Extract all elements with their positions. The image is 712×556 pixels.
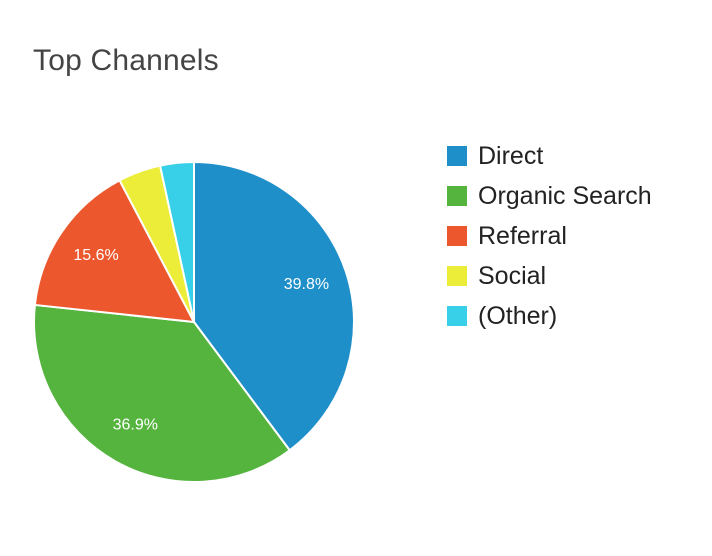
legend-label: Direct xyxy=(478,141,544,170)
slice-label: 36.9% xyxy=(113,416,158,433)
legend-swatch xyxy=(447,226,467,246)
pie-slice-organic-search xyxy=(33,303,291,483)
pie-slice-referral xyxy=(33,179,195,323)
legend-item[interactable]: Referral xyxy=(447,216,652,256)
legend-label: Social xyxy=(478,261,547,290)
pie-slice-other xyxy=(159,161,195,323)
legend-label: (Other) xyxy=(478,301,558,330)
pie-slice-direct xyxy=(193,161,355,452)
legend-item[interactable]: Organic Search xyxy=(447,176,652,216)
legend-swatch xyxy=(447,146,467,166)
legend-swatch xyxy=(447,186,467,206)
legend-swatch xyxy=(447,306,467,326)
chart-title: Top Channels xyxy=(33,44,219,77)
legend-label: Referral xyxy=(478,221,567,250)
legend-item[interactable]: (Other) xyxy=(447,296,652,336)
slice-label: 15.6% xyxy=(73,247,118,264)
legend-item[interactable]: Direct xyxy=(447,136,652,176)
legend-label: Organic Search xyxy=(478,181,652,210)
slice-label: 39.8% xyxy=(284,276,329,293)
legend-item[interactable]: Social xyxy=(447,256,652,296)
chart-legend: Direct Organic Search Referral Social (Other… xyxy=(447,136,652,336)
legend-swatch xyxy=(447,266,467,286)
